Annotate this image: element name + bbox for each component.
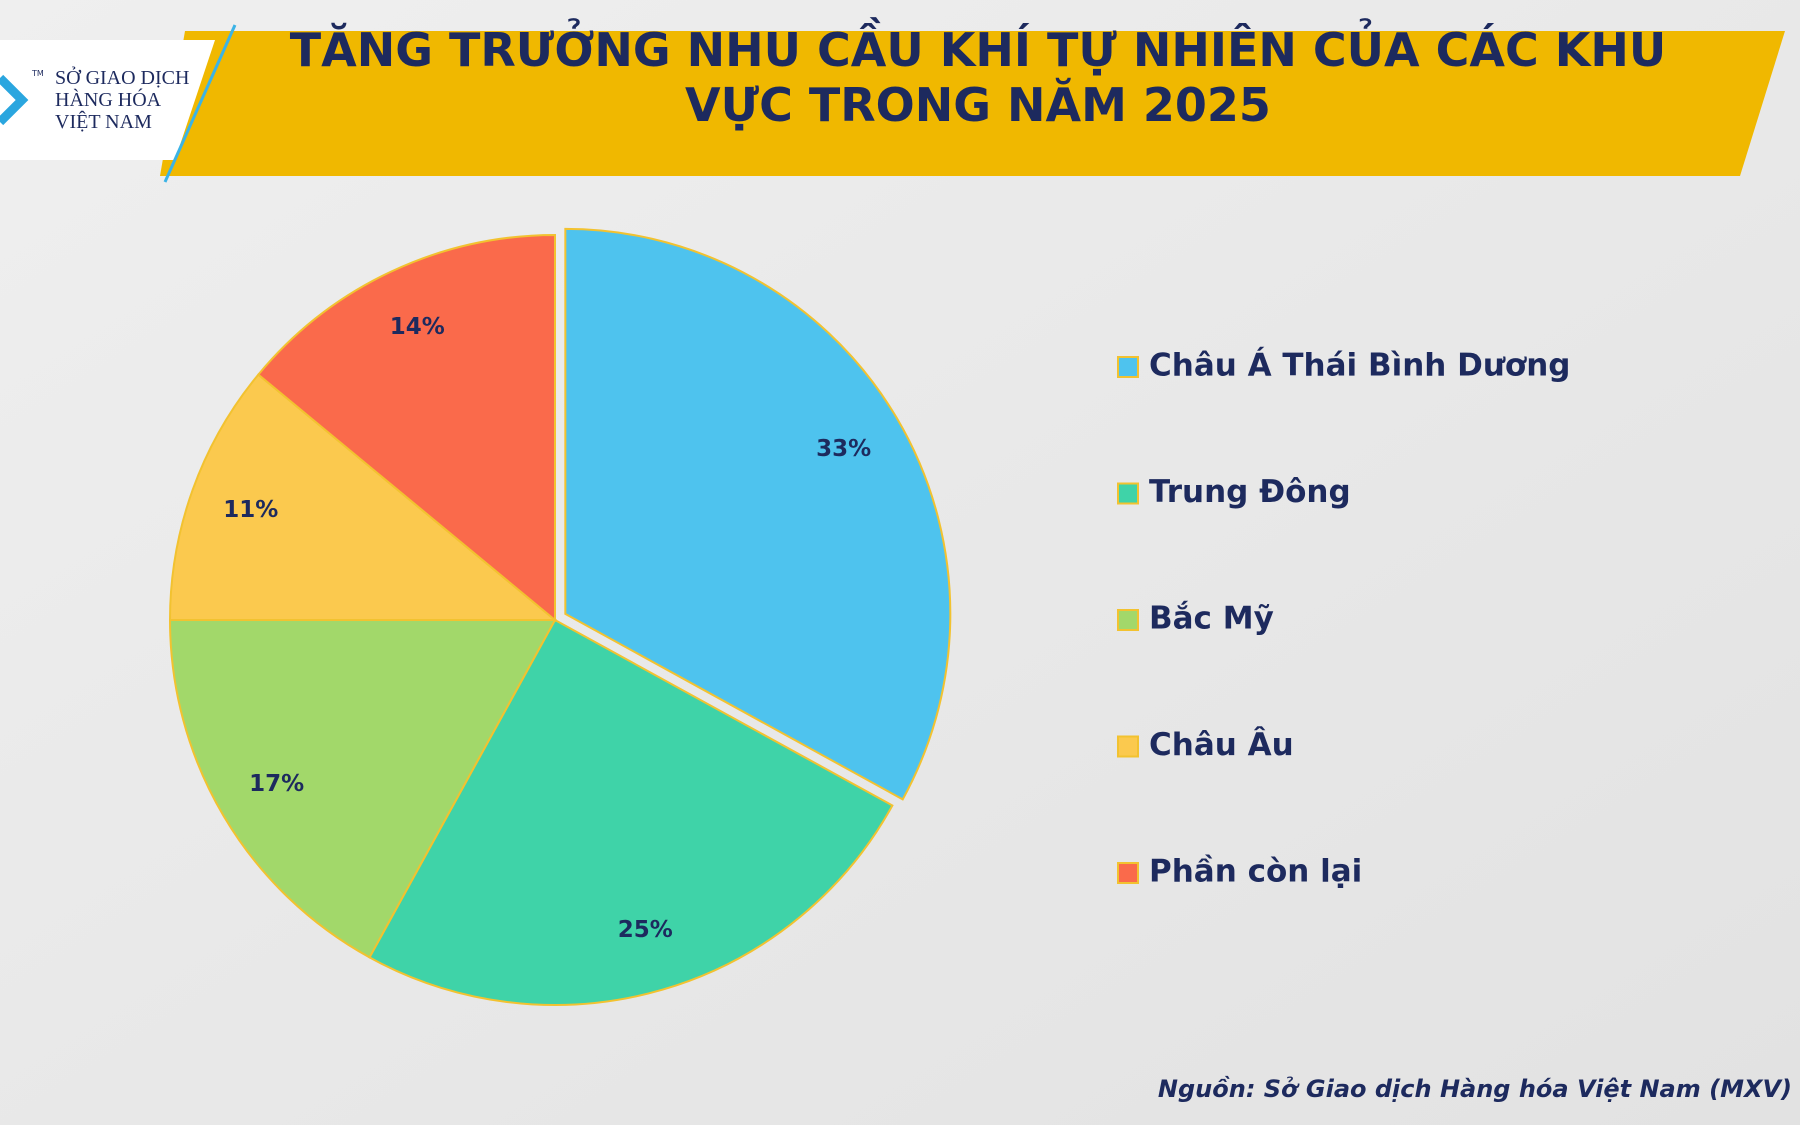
source: Nguồn: Sở Giao dịch Hàng hóa Việt Nam (M… (1158, 1074, 1792, 1103)
pie-slice (168, 373, 558, 621)
pie-slice (564, 227, 952, 801)
data-label: 14% (390, 314, 445, 340)
legend-swatch (1117, 862, 1139, 884)
legend-label: Phần còn lại (1149, 854, 1362, 890)
legend-swatch (1117, 609, 1139, 631)
logo-mark: TM (31, 69, 44, 78)
legend-label: Bắc Mỹ (1149, 601, 1274, 637)
legend-label: Trung Đông (1149, 474, 1351, 510)
legend-swatch (1117, 356, 1139, 378)
logo-line: VIỆT NAM (55, 110, 152, 133)
logo-box (0, 40, 215, 160)
legend-swatch (1117, 735, 1139, 758)
pie-slice (168, 619, 557, 959)
logo-line: HÀNG HÓA (55, 87, 162, 111)
legend-label: Châu Á Thái Bình Dương (1149, 348, 1570, 384)
title-band (160, 31, 1785, 176)
legend-label: Châu Âu (1149, 727, 1294, 763)
logo-line: SỞ GIAO DỊCH (55, 66, 189, 89)
legend-swatch (1117, 482, 1139, 505)
pie-slice (256, 233, 556, 623)
pie-slice (368, 618, 894, 1006)
data-label: 11% (223, 497, 278, 523)
logo-icon (0, 74, 29, 126)
chart-title: TĂNG TRƯỞNG NHU CẦU KHÍ TỰ NHIÊN CỦA CÁC… (290, 17, 1667, 132)
data-label: 17% (249, 771, 304, 797)
logo-accent (163, 24, 237, 183)
data-label: 25% (618, 917, 673, 943)
chart-title-text: TĂNG TRƯỞNG NHU CẦU KHÍ TỰ NHIÊN CỦA CÁC… (290, 17, 1667, 132)
data-label: 33% (816, 436, 871, 462)
